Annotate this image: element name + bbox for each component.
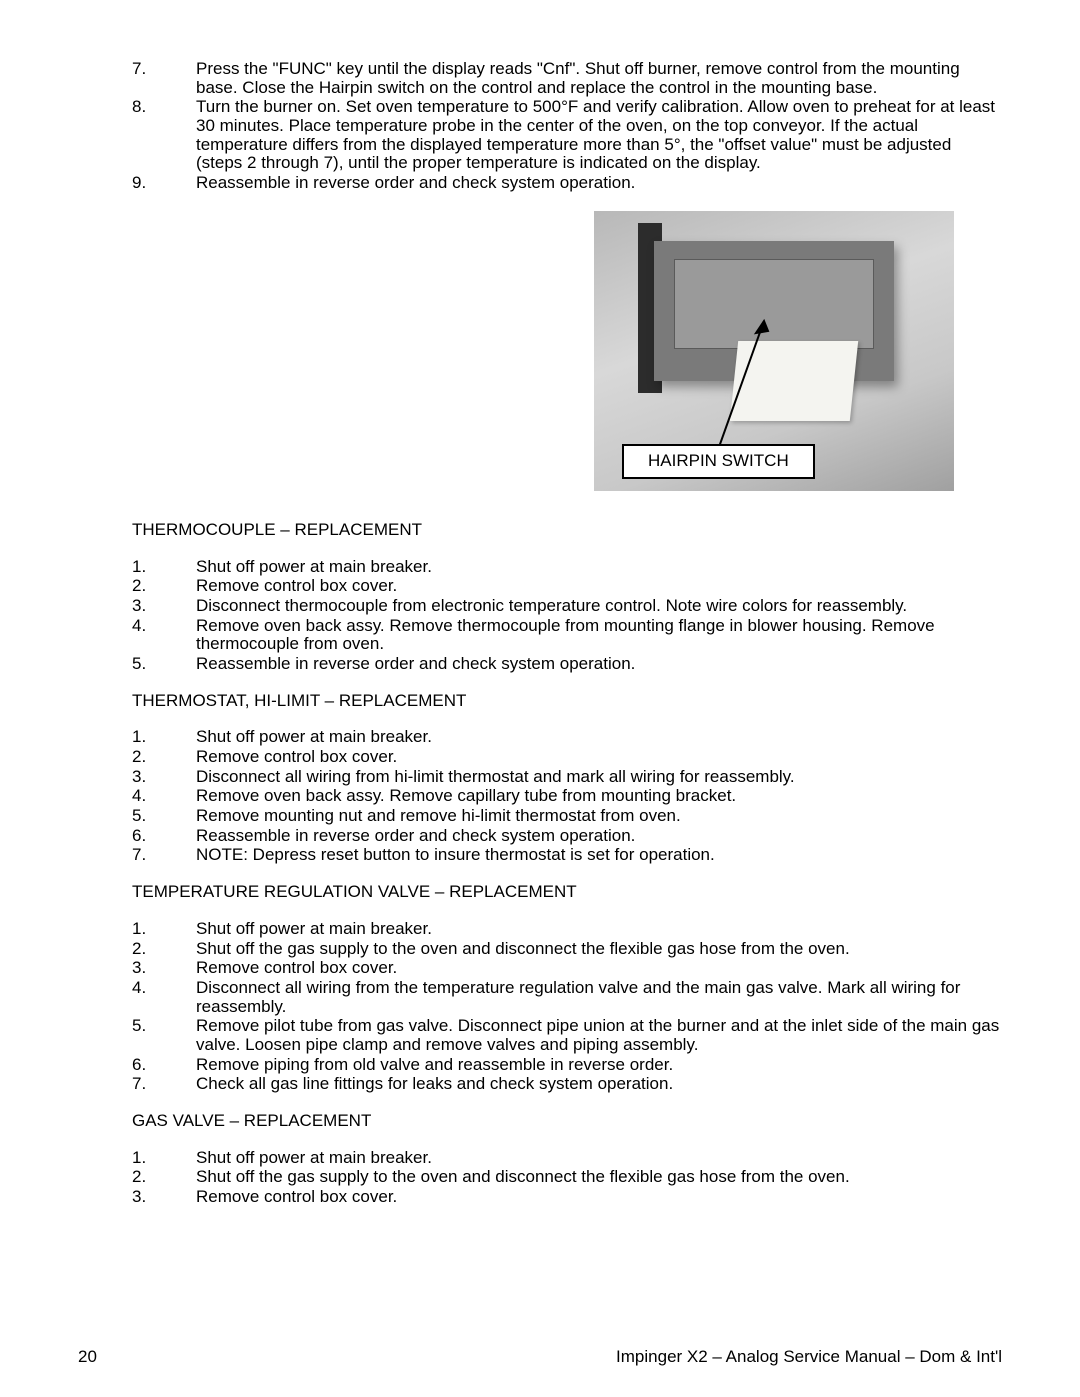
list-num: 3. (132, 768, 196, 787)
section-list: 1.Shut off power at main breaker. 2.Remo… (132, 728, 1002, 865)
footer: 20 Impinger X2 – Analog Service Manual –… (78, 1348, 1002, 1367)
top-list: 7. Press the "FUNC" key until the displa… (132, 60, 1002, 193)
list-num: 7. (132, 60, 196, 97)
list-item: 8. Turn the burner on. Set oven temperat… (132, 98, 1002, 173)
page-number: 20 (78, 1348, 97, 1367)
section-title: THERMOCOUPLE – REPLACEMENT (132, 521, 1002, 540)
list-text: Shut off power at main breaker. (196, 728, 1002, 747)
list-text: Remove control box cover. (196, 1188, 1002, 1207)
list-item: 4.Remove oven back assy. Remove thermoco… (132, 617, 1002, 654)
list-item: 2.Remove control box cover. (132, 748, 1002, 767)
section-list: 1.Shut off power at main breaker. 2.Shut… (132, 1149, 1002, 1207)
list-num: 6. (132, 1056, 196, 1075)
list-item: 5.Remove pilot tube from gas valve. Disc… (132, 1017, 1002, 1054)
list-num: 4. (132, 617, 196, 654)
list-num: 1. (132, 558, 196, 577)
list-text: Remove pilot tube from gas valve. Discon… (196, 1017, 1002, 1054)
list-text: NOTE: Depress reset button to insure the… (196, 846, 1002, 865)
section-list: 1.Shut off power at main breaker. 2.Shut… (132, 920, 1002, 1094)
section-title: THERMOSTAT, HI-LIMIT – REPLACEMENT (132, 692, 1002, 711)
list-num: 2. (132, 748, 196, 767)
section-title: GAS VALVE – REPLACEMENT (132, 1112, 1002, 1131)
list-text: Reassemble in reverse order and check sy… (196, 827, 1002, 846)
list-text: Remove piping from old valve and reassem… (196, 1056, 1002, 1075)
list-num: 2. (132, 940, 196, 959)
list-num: 5. (132, 807, 196, 826)
list-item: 7. Press the "FUNC" key until the displa… (132, 60, 1002, 97)
list-text: Disconnect thermocouple from electronic … (196, 597, 1002, 616)
list-item: 6.Reassemble in reverse order and check … (132, 827, 1002, 846)
list-text: Shut off power at main breaker. (196, 558, 1002, 577)
list-text: Shut off the gas supply to the oven and … (196, 1168, 1002, 1187)
list-item: 1.Shut off power at main breaker. (132, 1149, 1002, 1168)
list-text: Reassemble in reverse order and check sy… (196, 174, 1002, 193)
section-list: 1.Shut off power at main breaker. 2.Remo… (132, 558, 1002, 674)
list-text: Remove oven back assy. Remove thermocoup… (196, 617, 1002, 654)
list-item: 2.Shut off the gas supply to the oven an… (132, 940, 1002, 959)
list-item: 1.Shut off power at main breaker. (132, 558, 1002, 577)
list-text: Disconnect all wiring from the temperatu… (196, 979, 1002, 1016)
list-item: 3.Remove control box cover. (132, 1188, 1002, 1207)
list-item: 3.Remove control box cover. (132, 959, 1002, 978)
list-text: Reassemble in reverse order and check sy… (196, 655, 1002, 674)
list-num: 7. (132, 846, 196, 865)
list-item: 4.Remove oven back assy. Remove capillar… (132, 787, 1002, 806)
list-num: 3. (132, 959, 196, 978)
figure-container: HAIRPIN SWITCH (78, 211, 1002, 491)
footer-right: Impinger X2 – Analog Service Manual – Do… (616, 1348, 1002, 1367)
list-num: 8. (132, 98, 196, 173)
list-text: Turn the burner on. Set oven temperature… (196, 98, 1002, 173)
list-text: Remove control box cover. (196, 577, 1002, 596)
list-text: Remove mounting nut and remove hi-limit … (196, 807, 1002, 826)
list-num: 7. (132, 1075, 196, 1094)
list-num: 3. (132, 597, 196, 616)
list-text: Remove control box cover. (196, 959, 1002, 978)
list-item: 2.Shut off the gas supply to the oven an… (132, 1168, 1002, 1187)
list-item: 7.Check all gas line fittings for leaks … (132, 1075, 1002, 1094)
list-num: 4. (132, 787, 196, 806)
list-num: 1. (132, 1149, 196, 1168)
list-text: Shut off the gas supply to the oven and … (196, 940, 1002, 959)
list-num: 3. (132, 1188, 196, 1207)
list-num: 2. (132, 1168, 196, 1187)
list-text: Press the "FUNC" key until the display r… (196, 60, 1002, 97)
list-item: 3.Disconnect all wiring from hi-limit th… (132, 768, 1002, 787)
section-title: TEMPERATURE REGULATION VALVE – REPLACEME… (132, 883, 1002, 902)
list-item: 6.Remove piping from old valve and reass… (132, 1056, 1002, 1075)
hairpin-switch-photo: HAIRPIN SWITCH (594, 211, 954, 491)
list-num: 4. (132, 979, 196, 1016)
list-item: 2.Remove control box cover. (132, 577, 1002, 596)
list-num: 1. (132, 728, 196, 747)
list-item: 4.Disconnect all wiring from the tempera… (132, 979, 1002, 1016)
list-text: Remove oven back assy. Remove capillary … (196, 787, 1002, 806)
list-num: 2. (132, 577, 196, 596)
list-text: Shut off power at main breaker. (196, 1149, 1002, 1168)
list-num: 9. (132, 174, 196, 193)
list-item: 7.NOTE: Depress reset button to insure t… (132, 846, 1002, 865)
list-num: 5. (132, 655, 196, 674)
list-item: 1.Shut off power at main breaker. (132, 728, 1002, 747)
list-num: 6. (132, 827, 196, 846)
list-num: 5. (132, 1017, 196, 1054)
list-item: 5.Remove mounting nut and remove hi-limi… (132, 807, 1002, 826)
list-num: 1. (132, 920, 196, 939)
list-item: 3.Disconnect thermocouple from electroni… (132, 597, 1002, 616)
list-text: Check all gas line fittings for leaks an… (196, 1075, 1002, 1094)
figure-label: HAIRPIN SWITCH (622, 444, 815, 479)
list-text: Disconnect all wiring from hi-limit ther… (196, 768, 1002, 787)
list-item: 5.Reassemble in reverse order and check … (132, 655, 1002, 674)
page: 7. Press the "FUNC" key until the displa… (0, 0, 1080, 1397)
list-item: 1.Shut off power at main breaker. (132, 920, 1002, 939)
list-item: 9. Reassemble in reverse order and check… (132, 174, 1002, 193)
list-text: Shut off power at main breaker. (196, 920, 1002, 939)
list-text: Remove control box cover. (196, 748, 1002, 767)
